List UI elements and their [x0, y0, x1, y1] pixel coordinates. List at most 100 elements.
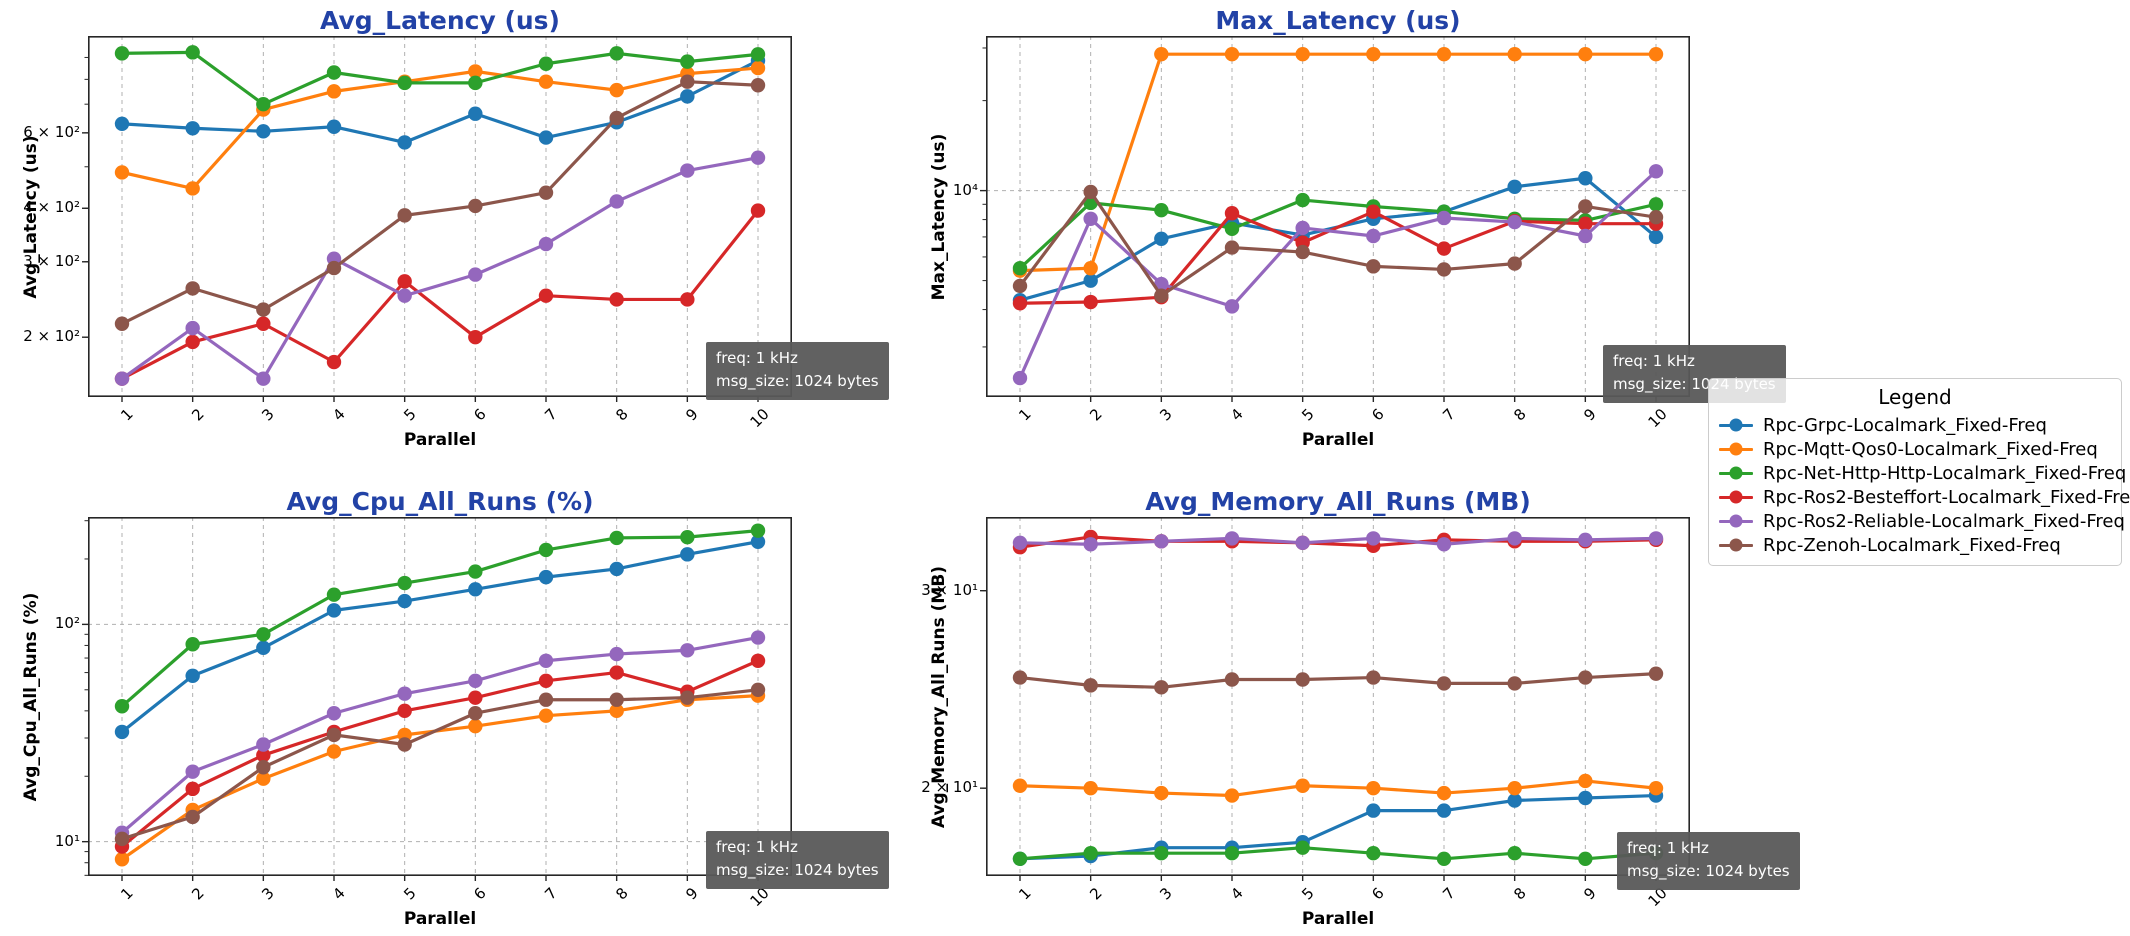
series-marker [1224, 672, 1240, 687]
series-marker [1295, 535, 1310, 550]
series-marker [680, 643, 695, 658]
legend-entry: Rpc-Ros2-Besteffort-Localmark_Fixed-Freq [1719, 485, 2130, 509]
series-marker [1366, 846, 1381, 861]
y-tick-label: 3 × 10¹ [921, 580, 978, 599]
series-marker [1436, 537, 1452, 552]
series-marker [1295, 46, 1310, 62]
series-marker [326, 727, 342, 743]
series-marker [1224, 531, 1240, 546]
series-marker [1578, 199, 1593, 214]
series-line [1019, 52, 1656, 273]
plot-area [82, 517, 793, 881]
series-marker [185, 281, 200, 296]
series-line [120, 635, 759, 834]
series-marker [185, 809, 200, 825]
series-marker [256, 771, 271, 786]
series-marker [468, 329, 483, 345]
annotation-line-msgsize: msg_size: 1024 bytes [1627, 862, 1790, 881]
series-marker [1578, 773, 1593, 789]
series-marker [1507, 214, 1522, 230]
series-marker [609, 82, 624, 98]
series-marker [114, 699, 130, 714]
chart-max-latency: Max_Latency (us) Max_Latency (us) Parall… [929, 6, 1786, 450]
legend-dot-icon [1729, 418, 1743, 432]
series-marker [609, 646, 624, 662]
series-marker [397, 686, 412, 701]
series-marker [1436, 210, 1452, 226]
series-marker [1012, 851, 1028, 867]
legend-dot-icon [1729, 466, 1743, 480]
legend-entry-label: Rpc-Grpc-Localmark_Fixed-Freq [1763, 414, 2047, 436]
y-axis-label: Max_Latency (us) [929, 133, 949, 300]
series-marker [750, 682, 766, 697]
legend-line-marker-icon [1719, 466, 1753, 480]
chart-avg-latency: Avg_Latency (us) Avg_Latency (us) Parall… [21, 6, 889, 450]
series-marker [1578, 171, 1593, 186]
series-marker [256, 302, 271, 317]
series-marker [1083, 261, 1098, 276]
series-marker [538, 673, 554, 688]
series-line [1018, 170, 1658, 379]
annotation-box: freq: 1 kHz msg_size: 1024 bytes [1617, 832, 1800, 890]
axes-spines [88, 517, 793, 876]
series-marker [538, 569, 554, 585]
series-marker [1578, 851, 1593, 867]
series-line [121, 59, 759, 144]
series-line [1018, 190, 1657, 298]
series-marker [1012, 535, 1028, 550]
series-line [120, 529, 759, 708]
series-line [121, 156, 759, 381]
series-marker [397, 208, 412, 223]
series-marker [1154, 202, 1169, 218]
annotation-line-msgsize: msg_size: 1024 bytes [716, 861, 879, 880]
series-marker [1507, 46, 1522, 62]
series-marker [1648, 209, 1664, 225]
series-marker [1366, 531, 1381, 546]
axes-spines [986, 36, 1691, 397]
series-marker [1507, 676, 1522, 691]
series-marker [114, 852, 130, 867]
series-marker [468, 106, 483, 121]
series-marker [256, 737, 271, 752]
series-marker [468, 64, 483, 79]
series-line [121, 540, 759, 734]
series-marker [750, 203, 766, 218]
series-marker [680, 54, 695, 69]
series-marker [609, 692, 624, 707]
series-marker [326, 65, 342, 80]
series-marker [185, 764, 200, 779]
y-tick-label: 3 × 10² [23, 251, 80, 270]
y-axis-label: Avg_Latency (us) [21, 134, 41, 299]
series-marker [1436, 851, 1452, 867]
legend-line-marker-icon [1719, 514, 1753, 528]
series-marker [326, 603, 342, 618]
series-marker [750, 534, 766, 549]
series-marker [114, 46, 130, 61]
series-marker [680, 163, 695, 178]
series-marker [1224, 240, 1240, 255]
legend-line-marker-icon [1719, 442, 1753, 456]
series-marker [185, 181, 200, 196]
series-marker [1578, 790, 1593, 806]
series-marker [609, 665, 624, 680]
series-marker [538, 56, 554, 71]
series-marker [256, 96, 271, 112]
y-tick-label: 10² [54, 614, 80, 633]
series-marker [114, 724, 130, 740]
series-marker [185, 45, 200, 60]
annotation-line-freq: freq: 1 kHz [716, 838, 798, 856]
series-marker [397, 135, 412, 150]
annotation-line-freq: freq: 1 kHz [716, 349, 798, 367]
legend-box: Legend Rpc-Grpc-Localmark_Fixed-Freq Rpc-… [1708, 378, 2130, 566]
series-marker [1012, 261, 1028, 276]
series-marker [1224, 221, 1240, 237]
series-marker [538, 653, 554, 668]
series-marker [1012, 296, 1028, 311]
chart-avg-cpu: Avg_Cpu_All_Runs (%) Avg_Cpu_All_Runs (%… [21, 487, 889, 929]
series-marker [468, 673, 483, 688]
series-marker [397, 703, 412, 719]
series-marker [1648, 531, 1664, 546]
chart-title: Max_Latency (us) [1215, 6, 1461, 35]
series-marker [609, 703, 624, 719]
